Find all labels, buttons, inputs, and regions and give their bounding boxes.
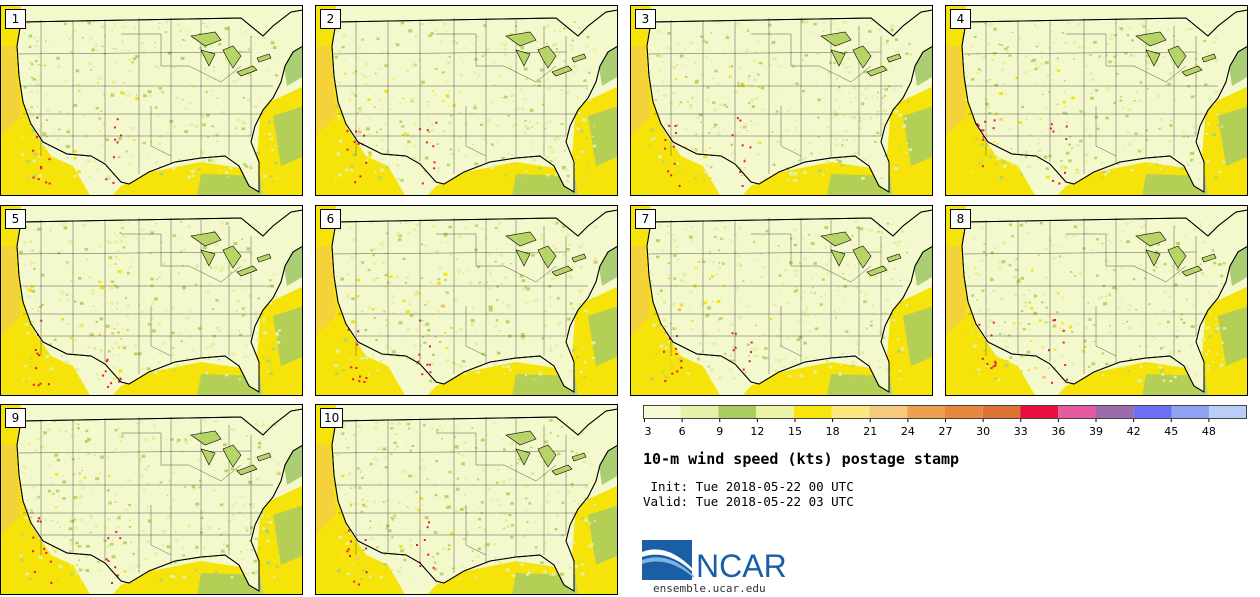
member-number: 8 (950, 209, 971, 229)
colorbar-segment (945, 405, 983, 419)
wind-speed-map (1, 405, 302, 594)
wind-speed-map (316, 6, 617, 195)
colorbar-border (643, 405, 1247, 419)
wind-speed-map (316, 405, 617, 594)
colorbar-segment (869, 405, 908, 419)
member-panel: 8 (945, 205, 1248, 396)
colorbar-tick-label: 21 (863, 425, 877, 438)
member-number: 10 (320, 408, 344, 428)
wind-speed-map (631, 206, 932, 395)
member-number: 7 (635, 209, 656, 229)
member-panel: 9 (0, 404, 303, 595)
colorbar-segment (982, 405, 1021, 419)
wind-speed-map (946, 6, 1247, 195)
colorbar-segment (1133, 405, 1172, 419)
valid-time: Valid: Tue 2018-05-22 03 UTC (643, 494, 854, 509)
colorbar-segment (680, 405, 719, 419)
member-panel: 5 (0, 205, 303, 396)
colorbar-tick-label: 27 (939, 425, 953, 438)
colorbar-segment (907, 405, 945, 419)
member-panel: 2 (315, 5, 618, 196)
colorbar-tick-label: 36 (1051, 425, 1065, 438)
ncar-logo: NCAR (642, 540, 787, 582)
figure-title: 10-m wind speed (kts) postage stamp (643, 450, 960, 468)
colorbar-tick-label: 48 (1202, 425, 1216, 438)
colorbar-tick-label: 15 (788, 425, 802, 438)
colorbar-tick-label: 6 (679, 425, 686, 438)
member-panel: 7 (630, 205, 933, 396)
colorbar-tick-label: 12 (750, 425, 764, 438)
wind-speed-map (316, 206, 617, 395)
colorbar-segment (643, 405, 681, 419)
colorbar-tick-label: 42 (1127, 425, 1141, 438)
member-number: 9 (5, 408, 26, 428)
colorbar-segment (794, 405, 832, 419)
member-number: 2 (320, 9, 341, 29)
colorbar-tick-label: 30 (976, 425, 990, 438)
member-panel: 4 (945, 5, 1248, 196)
colorbar-segment (1209, 405, 1247, 419)
member-number: 1 (5, 9, 26, 29)
member-panel: 10 (315, 404, 618, 595)
member-number: 5 (5, 209, 26, 229)
colorbar-tick-label: 33 (1014, 425, 1028, 438)
colorbar-segment (756, 405, 794, 419)
logo-text: NCAR (696, 548, 787, 582)
colorbar-tick-label: 39 (1089, 425, 1103, 438)
colorbar-tick-label: 18 (826, 425, 840, 438)
colorbar-segment (831, 405, 870, 419)
wind-speed-map (946, 206, 1247, 395)
wind-speed-map (1, 206, 302, 395)
colorbar-tick-label: 45 (1164, 425, 1178, 438)
colorbar-segment (718, 405, 757, 419)
colorbar: 3 6 9 12 15 18 21 24 27 30 33 36 39 42 45 48 (643, 405, 1247, 438)
colorbar-segment (1171, 405, 1210, 419)
colorbar-tick-label: 9 (716, 425, 723, 438)
member-number: 4 (950, 9, 971, 29)
member-panel: 3 (630, 5, 933, 196)
member-number: 3 (635, 9, 656, 29)
wind-speed-map (631, 6, 932, 195)
colorbar-tick-label: 24 (901, 425, 915, 438)
member-panel: 6 (315, 205, 618, 396)
colorbar-segment (1020, 405, 1059, 419)
colorbar-tick-label: 3 (645, 425, 652, 438)
wind-speed-map (1, 6, 302, 195)
init-time: Init: Tue 2018-05-22 00 UTC (643, 479, 854, 494)
member-panel: 1 (0, 5, 303, 196)
colorbar-segment (1058, 405, 1096, 419)
colorbar-segment (1096, 405, 1134, 419)
site-url: ensemble.ucar.edu (653, 582, 766, 595)
member-number: 6 (320, 209, 341, 229)
